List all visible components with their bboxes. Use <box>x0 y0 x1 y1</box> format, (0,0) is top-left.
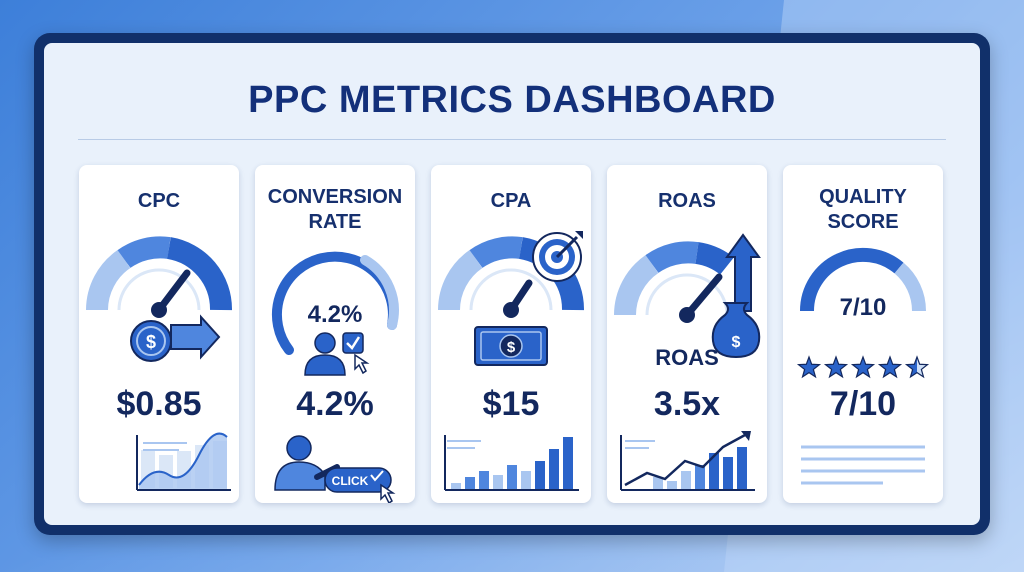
gauge-icon <box>614 241 734 323</box>
metric-value: 3.5x <box>653 385 721 423</box>
arrow-up-icon <box>725 233 761 312</box>
bag-symbol: $ <box>732 334 741 351</box>
gauge-value: 7/10 <box>840 294 887 321</box>
click-button-icon: CLICK <box>274 435 396 503</box>
star-4 <box>877 355 903 379</box>
card-cpa[interactable]: CPA <box>431 165 591 503</box>
metric-value: $15 <box>482 385 540 423</box>
target-icon <box>532 231 583 282</box>
user-check-icon <box>304 332 370 376</box>
gauge-value: 4.2% <box>308 301 363 328</box>
star-2 <box>823 355 849 379</box>
coin-symbol: $ <box>146 332 156 352</box>
star-rating-icon <box>796 355 930 379</box>
card-roas[interactable]: ROAS $ <box>607 165 767 503</box>
card-cpc[interactable]: CPC $ <box>79 165 239 503</box>
star-1 <box>796 355 822 379</box>
card-title: CPA <box>490 190 532 212</box>
metric-value: 7/10 <box>829 385 897 423</box>
star-3 <box>850 355 876 379</box>
card-conversion-rate[interactable]: CONVERSION RATE 4.2% <box>255 165 415 503</box>
quality-graphic: 7/10 <box>796 247 930 485</box>
growth-chart-icon <box>620 431 755 491</box>
conversion-graphic: 4.2% CLICK <box>271 251 399 503</box>
dashboard-frame: PPC METRICS DASHBOARD CPC <box>34 33 990 535</box>
gauge-icon: 7/10 <box>799 247 927 321</box>
card-title: QUALITY SCORE <box>819 186 907 233</box>
cash-icon: $ <box>474 326 548 366</box>
card-quality-score[interactable]: QUALITY SCORE 7/10 7/10 <box>783 165 943 503</box>
star-5 <box>904 355 930 379</box>
page-title: PPC METRICS DASHBOARD <box>248 79 776 121</box>
metric-value: $0.85 <box>116 385 202 423</box>
card-title: CPC <box>137 190 181 212</box>
roas-label: ROAS <box>655 345 719 370</box>
gauge-icon <box>86 236 233 318</box>
click-label: CLICK <box>332 474 369 488</box>
cpc-graphic: $ <box>86 236 233 491</box>
area-chart-icon <box>136 432 231 491</box>
roas-graphic: $ <box>614 233 761 491</box>
money-bag-icon: $ <box>711 302 761 359</box>
card-title: ROAS <box>658 190 716 212</box>
bar-chart-icon <box>444 435 579 491</box>
title-divider <box>78 139 946 140</box>
dashboard-panel: PPC METRICS DASHBOARD CPC <box>44 43 980 525</box>
metric-value: 4.2% <box>296 385 374 423</box>
bill-symbol: $ <box>507 339 516 356</box>
cpa-graphic: $ <box>438 231 585 491</box>
coin-arrow-icon: $ <box>130 314 221 362</box>
ring-gauge-icon: 4.2% <box>271 251 399 355</box>
text-lines-icon <box>801 445 925 485</box>
card-title: CONVERSION RATE <box>267 186 403 233</box>
